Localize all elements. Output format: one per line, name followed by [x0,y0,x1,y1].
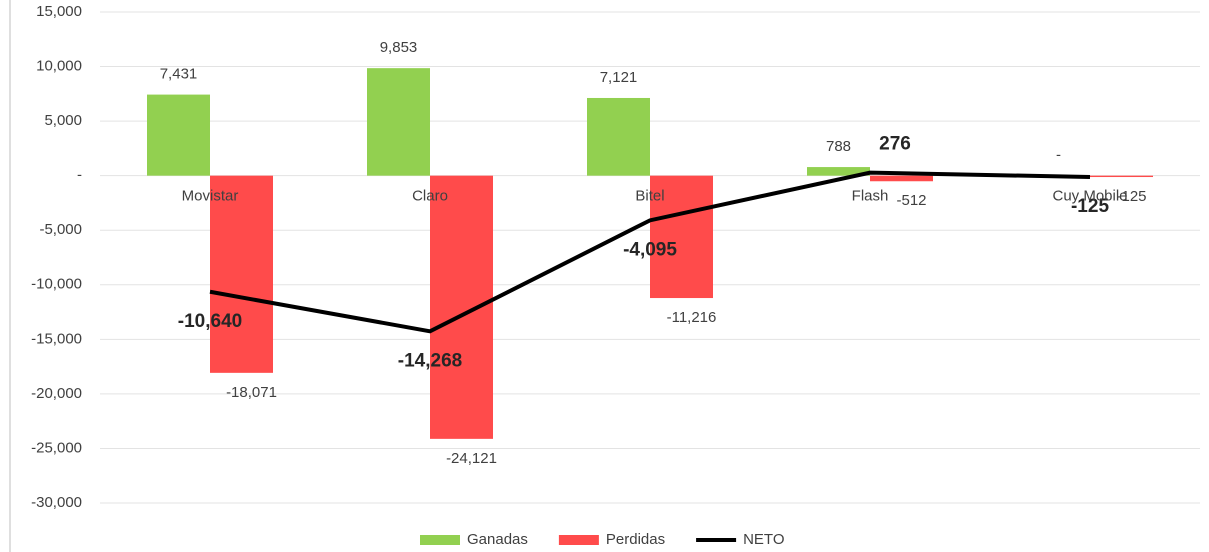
y-tick-label: 5,000 [44,112,82,129]
y-tick-label: 10,000 [36,58,82,75]
y-tick-label: -25,000 [31,439,82,456]
legend-label: Perdidas [606,531,665,548]
x-tick-label: Claro [412,188,448,205]
bar [650,175,713,299]
data-label: 7,121 [600,69,638,86]
y-tick-label: - [77,167,82,184]
bar [807,167,870,176]
y-tick-label: -5,000 [39,221,82,238]
bar [1090,175,1153,178]
data-label: -14,268 [398,350,462,371]
bar [870,175,933,182]
data-label: - [1056,147,1061,164]
data-label: 788 [826,138,851,155]
y-tick-label: -30,000 [31,494,82,511]
y-tick-label: -20,000 [31,385,82,402]
x-tick-label: Movistar [182,188,239,205]
y-tick-label: 15,000 [36,3,82,20]
legend-swatch [420,535,460,545]
data-label: -10,640 [178,311,242,332]
legend-swatch [558,535,599,545]
data-label: -11,216 [667,309,717,326]
data-label: -24,121 [446,450,497,467]
bar [147,94,210,176]
x-tick-label: Flash [852,188,889,205]
y-tick-label: -15,000 [31,330,82,347]
data-label: -512 [896,192,926,209]
y-tick-label: -10,000 [31,276,82,293]
bar [367,68,430,176]
data-label: -18,071 [226,384,277,401]
x-tick-label: Bitel [635,188,664,205]
x-tick-label: Cuy Mobile [1052,188,1127,205]
bar [210,175,273,373]
legend-label: Ganadas [467,531,528,548]
data-label: 7,431 [160,66,198,83]
bar [430,175,493,439]
data-label: 276 [879,134,911,155]
data-label: -4,095 [623,239,677,260]
bar [587,97,650,176]
legend-label: NETO [743,531,784,548]
data-label: 9,853 [380,39,418,56]
line [209,170,1091,334]
data-label: -125 [1116,188,1146,205]
data-label: -125 [1071,196,1109,217]
